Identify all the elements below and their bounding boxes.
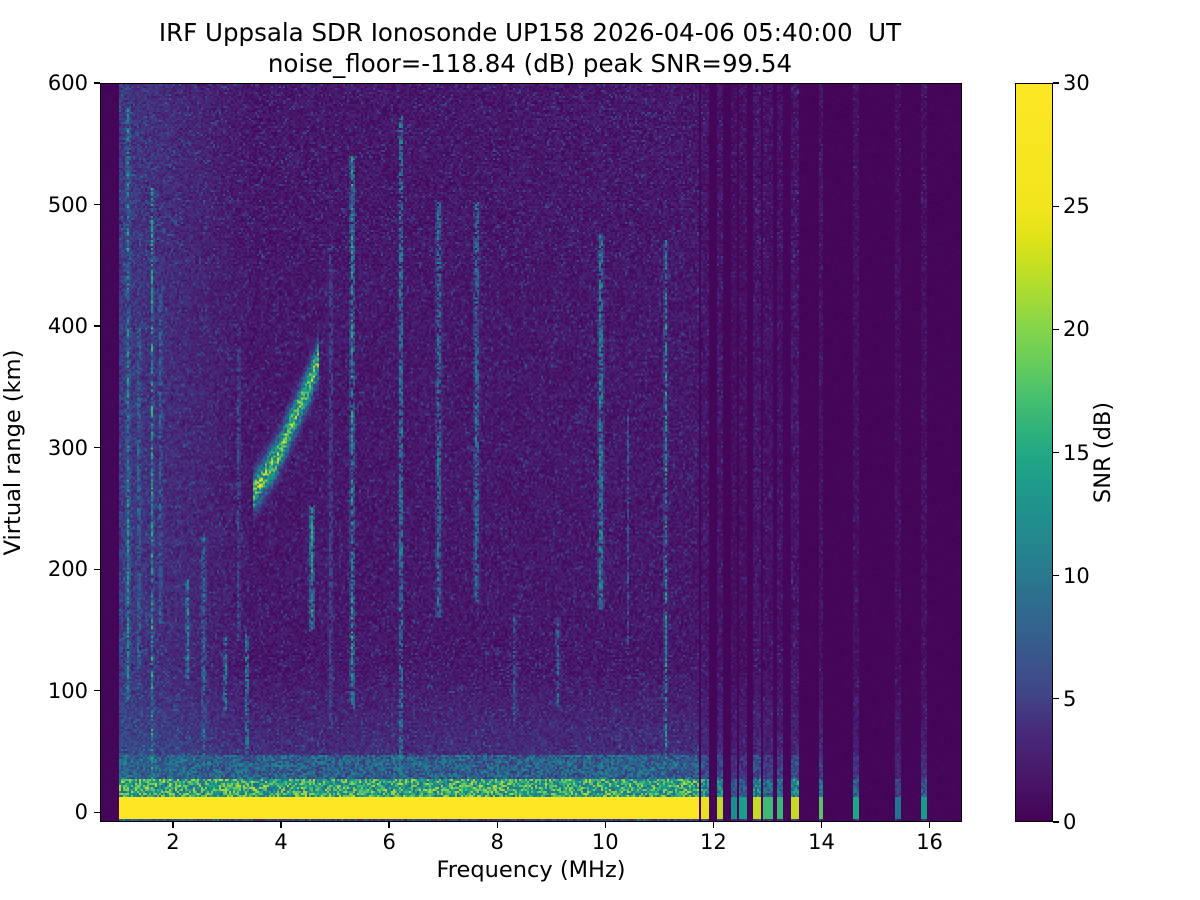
- x-tick-label: 16: [916, 830, 943, 854]
- x-tick-mark: [172, 822, 174, 828]
- x-tick-mark: [712, 822, 715, 828]
- y-tick-mark: [94, 811, 100, 813]
- plot-area: [100, 83, 962, 822]
- x-tick-label: 4: [274, 830, 288, 854]
- y-tick-mark: [94, 82, 100, 84]
- title-line-2: noise_floor=-118.84 (dB) peak SNR=99.54: [267, 48, 793, 78]
- x-tick-label: 14: [808, 830, 835, 854]
- colorbar-label: SNR (dB): [1090, 401, 1116, 504]
- title-line-1: IRF Uppsala SDR Ionosonde UP158 2026-04-…: [158, 18, 902, 47]
- y-tick-mark: [94, 325, 100, 327]
- colorbar-tick-mark: [1053, 698, 1059, 700]
- x-tick-mark: [496, 822, 498, 828]
- y-tick-label: 300: [47, 435, 88, 460]
- colorbar-tick-label: 20: [1063, 317, 1090, 342]
- colorbar-tick-label: 0: [1063, 810, 1077, 834]
- x-tick-label: 10: [591, 830, 619, 854]
- x-tick-label: 12: [700, 830, 727, 854]
- colorbar-tick-label: 15: [1063, 440, 1090, 465]
- colorbar: 0 5 10 15 20 25 30: [1015, 71, 1090, 834]
- y-tick-label: 0: [74, 800, 88, 825]
- colorbar-tick-mark: [1053, 451, 1059, 454]
- y-tick-label: 500: [47, 192, 88, 217]
- figure-title: IRF Uppsala SDR Ionosonde UP158 2026-04-…: [0, 18, 1060, 80]
- y-tick-mark: [94, 690, 100, 692]
- x-axis-label: Frequency (MHz): [436, 857, 626, 883]
- colorbar-tick-mark: [1053, 205, 1059, 207]
- x-tick-label: 8: [490, 830, 504, 854]
- x-tick-mark: [928, 822, 931, 828]
- x-tick-mark: [280, 822, 282, 828]
- colorbar-tick-mark: [1053, 575, 1059, 577]
- x-tick-mark: [604, 822, 606, 828]
- colorbar-tick-mark: [1053, 82, 1059, 84]
- colorbar-tick-label: 5: [1063, 686, 1077, 711]
- y-tick-label: 100: [47, 678, 88, 703]
- ionogram-heatmap: [101, 84, 961, 821]
- x-tick-mark: [820, 822, 823, 828]
- colorbar-tick-label: 10: [1063, 563, 1090, 588]
- colorbar-gradient: [1015, 83, 1053, 822]
- x-tick-mark: [388, 822, 390, 828]
- y-tick-label: 200: [47, 557, 88, 582]
- colorbar-tick-label: 25: [1063, 194, 1090, 219]
- y-tick-label: 600: [47, 71, 88, 95]
- colorbar-tick-label: 30: [1063, 71, 1090, 95]
- y-tick-label: 400: [47, 314, 88, 339]
- y-tick-mark: [94, 446, 100, 449]
- colorbar-tick-mark: [1053, 821, 1059, 823]
- x-tick-label: 6: [382, 830, 396, 854]
- colorbar-tick-mark: [1053, 328, 1059, 330]
- x-tick-label: 2: [166, 830, 180, 854]
- y-axis-label: Virtual range (km): [0, 349, 26, 556]
- y-tick-mark: [94, 203, 100, 206]
- y-tick-mark: [94, 568, 100, 570]
